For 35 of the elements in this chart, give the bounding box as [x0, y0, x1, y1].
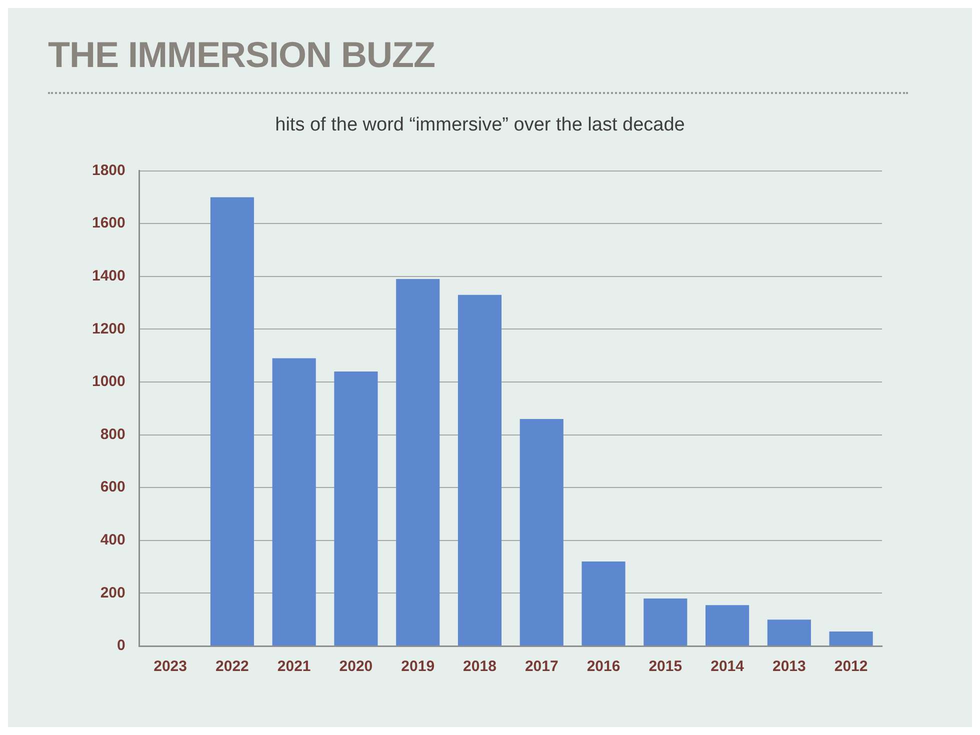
y-tick-label: 1400: [92, 268, 126, 285]
chart-subtitle: hits of the word “immersive” over the last decade: [275, 114, 685, 136]
x-tick-label: 2014: [710, 658, 745, 676]
y-tick-label: 200: [100, 584, 126, 602]
x-tick-label: 2012: [834, 658, 868, 676]
bar: [334, 371, 378, 646]
x-tick-label: 2022: [216, 658, 249, 676]
y-tick-label: 1000: [92, 373, 126, 390]
bar: [396, 279, 440, 646]
x-tick-label: 2020: [339, 658, 373, 676]
x-tick-label: 2023: [154, 658, 187, 676]
y-tick-label: 1200: [92, 320, 126, 338]
y-tick-label: 1600: [92, 214, 126, 232]
y-tick-label: 1800: [92, 162, 126, 179]
bar: [767, 620, 811, 646]
bar: [644, 598, 688, 646]
x-tick-label: 2017: [524, 658, 558, 676]
x-tick-label: 2016: [586, 658, 620, 676]
bar: [520, 418, 564, 646]
chart-title: THE IMMERSION BUZZ: [48, 34, 435, 76]
y-tick-label: 400: [100, 532, 126, 549]
bar: [706, 605, 750, 646]
x-tick-label: 2019: [401, 658, 435, 676]
x-tick-label: 2021: [277, 658, 311, 676]
bar: [272, 358, 316, 646]
bar: [210, 197, 254, 646]
y-tick-label: 600: [100, 478, 126, 496]
y-tick-label: 800: [100, 426, 126, 443]
x-tick-label: 2015: [648, 658, 682, 676]
y-tick-label: 0: [117, 637, 126, 654]
bar: [582, 562, 626, 646]
x-tick-label: 2013: [772, 658, 806, 676]
x-tick-label: 2018: [463, 658, 496, 676]
bar: [458, 294, 502, 646]
bar: [829, 631, 873, 646]
